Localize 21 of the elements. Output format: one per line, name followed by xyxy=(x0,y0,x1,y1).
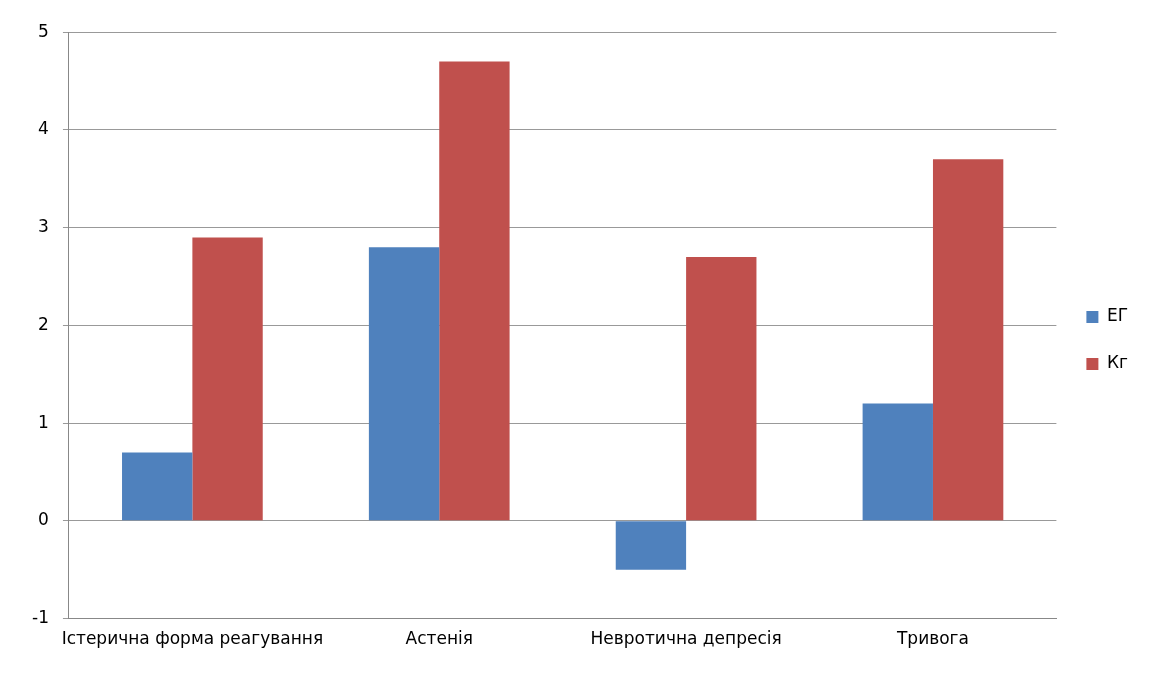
y-tick-label: 2 xyxy=(38,313,49,334)
bar xyxy=(192,237,263,521)
bar xyxy=(615,521,687,570)
x-tick-label: Астенія xyxy=(405,628,473,649)
y-tick-label: 1 xyxy=(38,411,49,432)
y-tick-label: 5 xyxy=(38,20,49,41)
legend-label: ЕГ xyxy=(1106,305,1128,326)
bar xyxy=(932,159,1004,521)
y-tick-label: 3 xyxy=(38,216,49,237)
y-tick-label: 4 xyxy=(38,118,49,139)
bar xyxy=(862,403,933,521)
bar xyxy=(686,256,757,521)
bar xyxy=(122,452,193,521)
y-tick-label: -1 xyxy=(32,607,49,628)
bar xyxy=(368,247,440,521)
bar xyxy=(439,61,510,521)
x-tick-label: Невротична депресія xyxy=(590,628,782,649)
x-tick-label: Істерична форма реагування xyxy=(61,628,324,649)
legend-label: Кг xyxy=(1106,352,1128,373)
y-tick-label: 0 xyxy=(38,509,49,530)
x-tick-label: Тривога xyxy=(895,628,969,649)
